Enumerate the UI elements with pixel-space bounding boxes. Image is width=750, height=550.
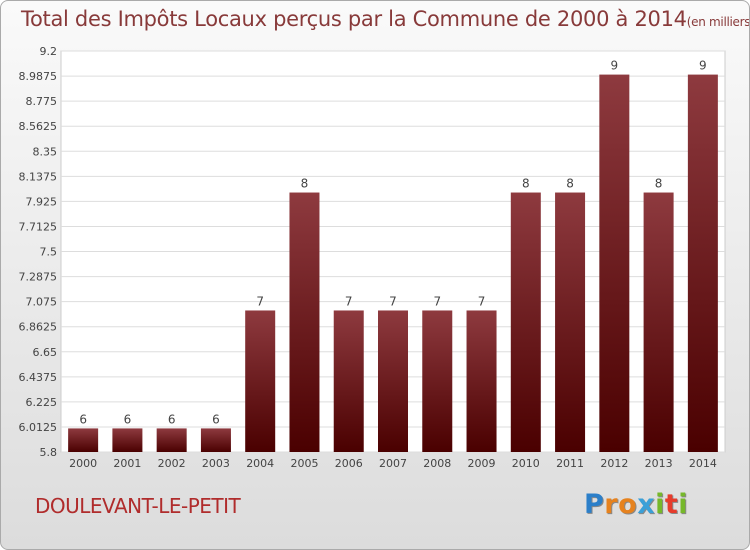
y-tick-label: 5.8: [40, 446, 58, 459]
bar: [200, 428, 231, 452]
bar-value-label: 6: [124, 412, 132, 426]
y-tick-label: 6.225: [26, 396, 58, 409]
logo-letter: t: [664, 489, 679, 520]
x-tick-label: 2000: [69, 457, 97, 470]
logo-letter: i: [678, 489, 689, 520]
x-axis-labels: 2000 2001 2002 2003 2004 2005 2006 2007 2008 2009…: [69, 457, 717, 470]
commune-name: DOULEVANT-LE-PETIT: [35, 494, 241, 518]
bar: [643, 192, 674, 452]
x-tick-label: 2010: [512, 457, 540, 470]
bar-value-label: 7: [433, 294, 441, 308]
bar-value-label: 7: [256, 294, 264, 308]
bar: [289, 192, 320, 452]
bar: [510, 192, 541, 452]
x-tick-label: 2011: [556, 457, 584, 470]
bars: 6 6 6 6 7 8 7 7 7 7 8 8 9 8 9: [68, 59, 718, 453]
logo-letter: i: [655, 489, 665, 520]
y-tick-label: 7.2875: [19, 271, 58, 284]
x-tick-label: 2012: [600, 457, 628, 470]
x-tick-label: 2013: [645, 457, 673, 470]
bar: [68, 428, 99, 452]
y-tick-label: 6.0125: [19, 421, 58, 434]
logo-letter: P: [584, 489, 605, 520]
x-tick-label: 2002: [158, 457, 186, 470]
y-tick-label: 8.5625: [19, 120, 58, 133]
y-tick-label: 7.7125: [19, 220, 58, 233]
bar: [422, 310, 453, 452]
proxiti-logo: Proxiti: [584, 489, 688, 520]
bar-value-label: 7: [478, 294, 486, 308]
bar-value-label: 8: [655, 177, 663, 191]
bar-value-label: 6: [212, 412, 220, 426]
bar-value-label: 8: [566, 177, 574, 191]
x-tick-label: 2014: [689, 457, 717, 470]
y-tick-label: 7.075: [26, 296, 58, 309]
bar-value-label: 6: [79, 412, 87, 426]
bar-value-label: 8: [522, 177, 530, 191]
bar-value-label: 7: [345, 294, 353, 308]
bar: [555, 192, 586, 452]
logo-letter: x: [637, 489, 656, 520]
bar-value-label: 9: [699, 59, 707, 73]
chart-title-main: Total des Impôts Locaux perçus par la Co…: [21, 7, 687, 31]
y-tick-label: 8.35: [33, 145, 58, 158]
chart-title: Total des Impôts Locaux perçus par la Co…: [21, 7, 750, 31]
x-tick-label: 2005: [290, 457, 318, 470]
bar: [156, 428, 187, 452]
chart-title-unit: (en milliers d'€): [686, 15, 750, 29]
y-tick-label: 7.5: [40, 246, 58, 259]
x-tick-label: 2009: [468, 457, 496, 470]
bar-value-label: 6: [168, 412, 176, 426]
y-tick-label: 6.65: [33, 346, 58, 359]
x-tick-label: 2004: [246, 457, 274, 470]
y-tick-label: 9.2: [40, 45, 58, 58]
bar: [687, 74, 718, 453]
y-tick-label: 7.925: [26, 195, 58, 208]
bar-value-label: 9: [611, 59, 619, 73]
y-tick-label: 8.775: [26, 95, 58, 108]
bar-value-label: 8: [301, 177, 309, 191]
y-axis-labels: 9.2 8.9875 8.775 8.5625 8.35 8.1375 7.925 7.712…: [19, 45, 58, 459]
bar: [599, 74, 630, 453]
x-tick-label: 2001: [113, 457, 141, 470]
bar: [112, 428, 143, 452]
bar: [245, 310, 276, 452]
x-tick-label: 2008: [423, 457, 451, 470]
logo-letter: r: [604, 489, 619, 520]
y-tick-label: 6.4375: [19, 371, 58, 384]
x-tick-label: 2006: [335, 457, 363, 470]
bar: [378, 310, 408, 452]
y-tick-label: 8.1375: [19, 170, 58, 183]
bar: [333, 310, 364, 452]
logo-letter: o: [618, 489, 638, 520]
y-tick-label: 6.8625: [19, 321, 58, 334]
bar: [466, 310, 497, 452]
y-tick-label: 8.9875: [19, 70, 58, 83]
x-tick-label: 2007: [379, 457, 407, 470]
bar-value-label: 7: [389, 294, 397, 308]
x-tick-label: 2003: [202, 457, 230, 470]
